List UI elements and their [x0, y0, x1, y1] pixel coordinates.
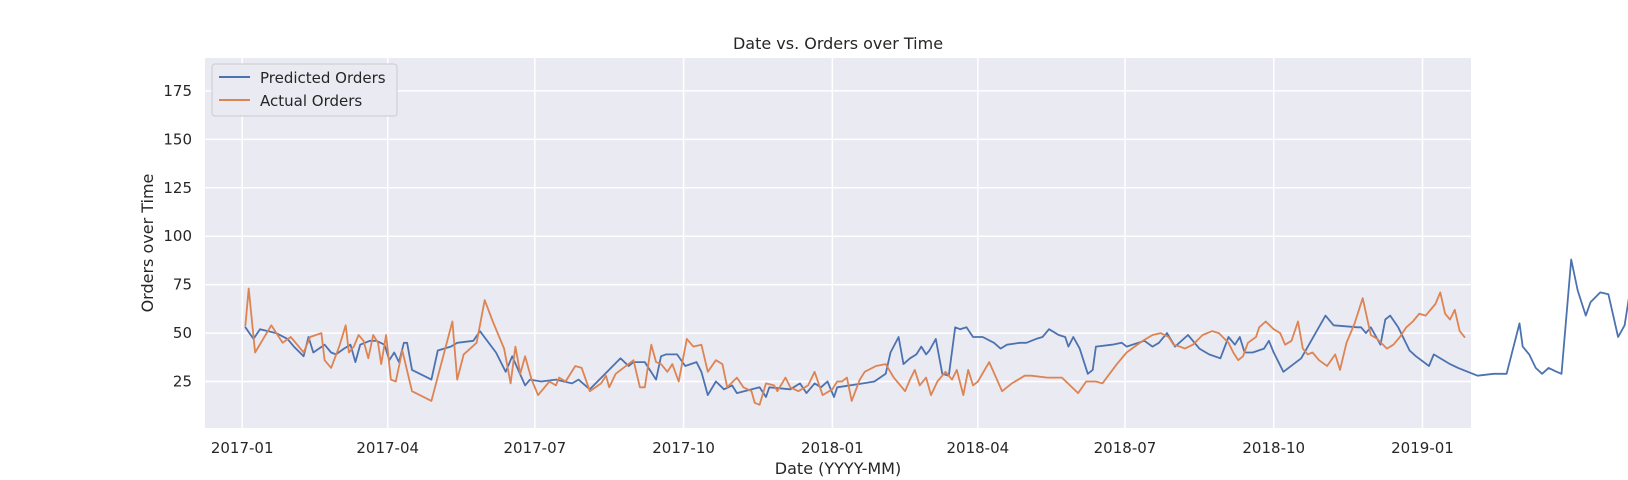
legend-label-actual-orders: Actual Orders	[260, 92, 362, 110]
x-tick-label: 2017-01	[211, 439, 274, 457]
y-tick-label: 125	[163, 179, 192, 197]
y-tick-label: 75	[173, 276, 192, 294]
x-tick-label: 2018-07	[1094, 439, 1157, 457]
y-tick-label: 25	[173, 373, 192, 391]
x-tick-label: 2017-10	[652, 439, 715, 457]
y-axis: 25 50 75 100 125 150 175	[163, 82, 192, 391]
series-layer	[244, 258, 1628, 406]
y-tick-label: 100	[163, 227, 192, 245]
y-tick-label: 150	[163, 130, 192, 148]
y-tick-label: 175	[163, 82, 192, 100]
x-tick-label: 2018-01	[801, 439, 864, 457]
x-tick-label: 2018-10	[1242, 439, 1305, 457]
legend-label-predicted-orders: Predicted Orders	[260, 69, 386, 87]
legend-box	[211, 63, 398, 117]
series-line-predicted-orders	[244, 258, 1628, 398]
legend: Predicted Orders Actual Orders	[211, 63, 398, 117]
plot-area	[205, 58, 1471, 428]
x-tick-label: 2018-04	[947, 439, 1010, 457]
y-tick-label: 50	[173, 324, 192, 342]
chart-title: Date vs. Orders over Time	[733, 34, 943, 53]
series-line-actual-orders	[244, 287, 1466, 406]
x-tick-label: 2017-07	[503, 439, 566, 457]
x-axis: 2017-01 2017-04 2017-07 2017-10 2018-01 2018-…	[211, 439, 1454, 457]
x-tick-label: 2019-01	[1391, 439, 1454, 457]
x-tick-label: 2017-04	[356, 439, 419, 457]
x-axis-label: Date (YYYY-MM)	[775, 459, 901, 478]
y-axis-label: Orders over Time	[138, 174, 157, 313]
